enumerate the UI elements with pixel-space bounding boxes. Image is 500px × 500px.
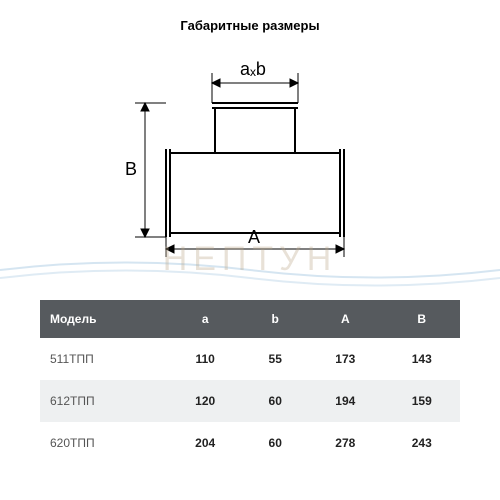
table-row: 612ТПП 120 60 194 159 <box>40 380 460 422</box>
table-row: 620ТПП 204 60 278 243 <box>40 422 460 464</box>
col-B: B <box>384 300 460 338</box>
label-B: B <box>125 159 137 179</box>
col-a: a <box>167 300 243 338</box>
col-b: b <box>243 300 307 338</box>
col-model: Модель <box>40 300 167 338</box>
label-axb: aₓb <box>240 59 266 79</box>
page-title: Габаритные размеры <box>0 0 500 33</box>
page: Габаритные размеры <box>0 0 500 500</box>
label-A: A <box>248 227 260 247</box>
table-row: 511ТПП 110 55 173 143 <box>40 338 460 380</box>
dimensions-table: Модель a b A B 511ТПП 110 55 173 143 612… <box>40 300 460 464</box>
table-header-row: Модель a b A B <box>40 300 460 338</box>
dimension-diagram: aₓb B A <box>100 43 400 263</box>
col-A: A <box>307 300 383 338</box>
